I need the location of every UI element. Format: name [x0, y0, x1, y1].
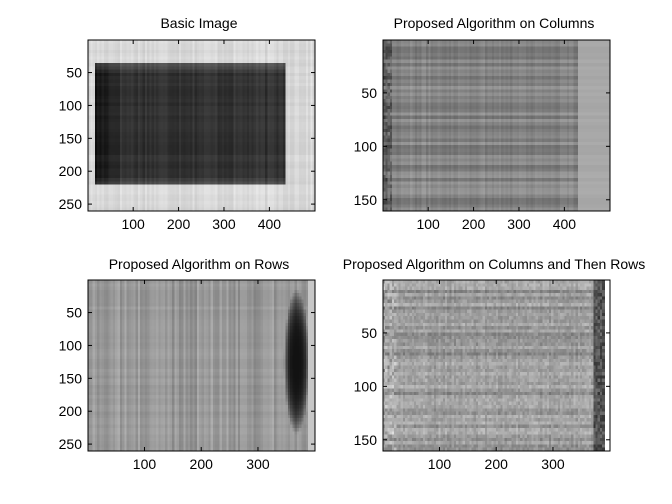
- y-tick-label: 200: [59, 163, 83, 179]
- plot-area: [383, 40, 610, 211]
- x-tick-label: 100: [428, 456, 452, 472]
- image-pixels: [383, 280, 605, 451]
- plot-frame: [382, 39, 611, 212]
- x-tick-label: 400: [553, 216, 577, 232]
- x-tick-label: 300: [212, 216, 236, 232]
- y-tick-label: 50: [361, 325, 377, 341]
- y-tick-label: 250: [59, 436, 83, 452]
- y-tick-label: 200: [59, 403, 83, 419]
- x-tick-label: 100: [416, 216, 440, 232]
- y-tick-label: 50: [66, 305, 82, 321]
- plot-frame: [87, 39, 316, 212]
- image-pixels: [88, 280, 315, 451]
- tick-group: 100 200 300 50 100 150 200 250: [59, 280, 315, 472]
- x-tick-label: 200: [462, 216, 486, 232]
- y-tick-label: 50: [66, 65, 82, 81]
- panel-title: Proposed Algorithm on Columns and Then R…: [343, 256, 645, 272]
- panel-basic-image: Basic Image 100 200 300 400 50 100 150 200 250: [59, 15, 316, 232]
- x-tick-label: 300: [541, 456, 565, 472]
- panel-title: Proposed Algorithm on Rows: [109, 256, 290, 272]
- y-tick-label: 250: [59, 196, 83, 212]
- x-tick-label: 100: [121, 216, 145, 232]
- y-tick-label: 150: [59, 130, 83, 146]
- panel-proposed-columns: Proposed Algorithm on Columns 100 200 300 4…: [354, 15, 611, 232]
- y-tick-label: 100: [59, 97, 83, 113]
- x-tick-label: 200: [485, 456, 509, 472]
- x-tick-label: 100: [133, 456, 157, 472]
- x-tick-label: 200: [190, 456, 214, 472]
- panel-proposed-rows: Proposed Algorithm on Rows 100 200 3005010…: [59, 256, 316, 472]
- plot-area: [88, 280, 315, 451]
- plot-area: [88, 40, 315, 211]
- image-pixels: [88, 40, 315, 211]
- y-tick-label: 100: [354, 138, 378, 154]
- panel-title: Basic Image: [160, 15, 237, 31]
- tick-group: 100 200 300 400 50 100 150: [354, 40, 610, 232]
- y-tick-label: 100: [354, 378, 378, 394]
- tick-group: 100 200 300 400 50 100 150 200 250: [59, 40, 315, 232]
- y-tick-label: 50: [361, 85, 377, 101]
- x-tick-label: 200: [167, 216, 191, 232]
- x-tick-label: 300: [507, 216, 531, 232]
- panel-title: Proposed Algorithm on Columns: [394, 15, 595, 31]
- y-tick-label: 100: [59, 337, 83, 353]
- plot-area: [383, 280, 605, 451]
- x-tick-label: 300: [246, 456, 270, 472]
- y-tick-label: 150: [59, 370, 83, 386]
- y-tick-label: 150: [354, 192, 378, 208]
- x-tick-label: 400: [258, 216, 282, 232]
- panel-proposed-columns-then-rows: Proposed Algorithm on Columns and Then R…: [343, 256, 645, 472]
- tick-group: 100 200 300 50 100 150: [354, 280, 610, 472]
- y-tick-label: 150: [354, 432, 378, 448]
- image-pixels: [383, 40, 610, 211]
